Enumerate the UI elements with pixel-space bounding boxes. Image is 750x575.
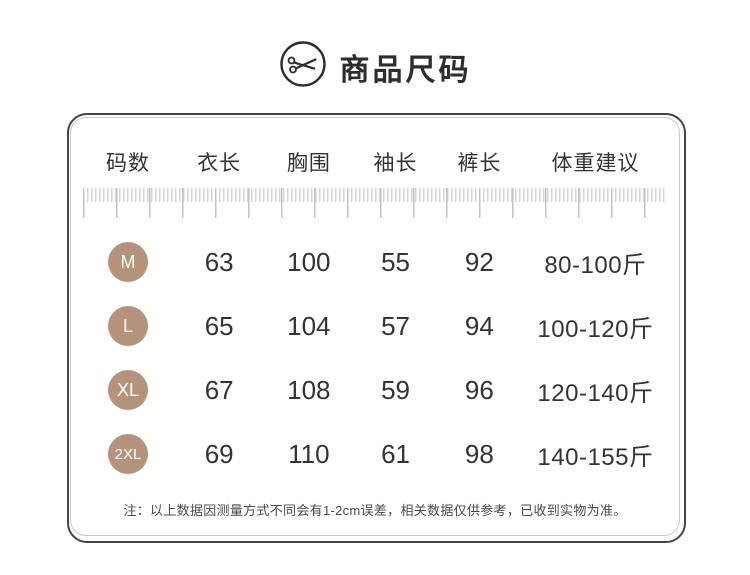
cell-weight: 120-140斤 bbox=[537, 379, 654, 407]
cell-chest: 110 bbox=[288, 438, 330, 469]
cell-length: 69 bbox=[204, 438, 234, 469]
header-cell-sleeve: 袖长 bbox=[373, 152, 418, 175]
cell-length: 63 bbox=[204, 246, 234, 277]
table-row: XL 67 108 59 96 120-140斤 bbox=[81, 358, 669, 422]
header-cell-length: 衣长 bbox=[197, 152, 242, 175]
header-cell-size: 码数 bbox=[106, 152, 151, 175]
page-header: 商品尺码 bbox=[0, 0, 750, 93]
cell-pants: 94 bbox=[464, 310, 494, 341]
size-badge: M bbox=[108, 242, 149, 282]
cell-sleeve: 61 bbox=[381, 438, 410, 469]
cell-sleeve: 59 bbox=[381, 374, 410, 405]
cell-weight: 100-120斤 bbox=[537, 315, 654, 343]
size-badge: L bbox=[108, 306, 149, 346]
table-row: M 63 100 55 92 80-100斤 bbox=[81, 230, 669, 294]
table-header-row: 码数 衣长 胸围 袖长 裤长 体重建议 bbox=[81, 136, 669, 188]
scissors-icon bbox=[279, 40, 327, 93]
ruler-graphic bbox=[83, 188, 667, 218]
cell-chest: 108 bbox=[287, 374, 331, 405]
size-table-card: 码数 衣长 胸围 袖长 裤长 体重建议 M 63 100 55 92 80-10… bbox=[67, 113, 686, 543]
cell-pants: 92 bbox=[464, 246, 494, 277]
table-row: L 65 104 57 94 100-120斤 bbox=[81, 294, 669, 358]
table-row: 2XL 69 110 61 98 140-155斤 bbox=[81, 422, 669, 486]
page-title: 商品尺码 bbox=[339, 53, 472, 87]
cell-weight: 140-155斤 bbox=[537, 443, 654, 471]
cell-length: 67 bbox=[204, 374, 234, 405]
cell-chest: 104 bbox=[287, 310, 331, 341]
cell-pants: 96 bbox=[464, 374, 494, 405]
cell-pants: 98 bbox=[464, 438, 494, 469]
header-cell-chest: 胸围 bbox=[286, 152, 331, 175]
cell-chest: 100 bbox=[287, 246, 331, 277]
size-badge: XL bbox=[108, 370, 149, 410]
cell-length: 65 bbox=[204, 310, 234, 341]
size-badge: 2XL bbox=[108, 434, 149, 474]
disclaimer-note: 注：以上数据因测量方式不同会有1-2cm误差，相关数据仅供参考，已收到实物为准。 bbox=[123, 503, 627, 518]
cell-sleeve: 57 bbox=[381, 310, 410, 341]
header-cell-weight: 体重建议 bbox=[551, 152, 640, 175]
cell-sleeve: 55 bbox=[381, 246, 410, 277]
card-inner: 码数 衣长 胸围 袖长 裤长 体重建议 M 63 100 55 92 80-10… bbox=[70, 117, 680, 536]
cell-weight: 80-100斤 bbox=[544, 251, 647, 279]
header-cell-pants: 裤长 bbox=[457, 152, 502, 175]
